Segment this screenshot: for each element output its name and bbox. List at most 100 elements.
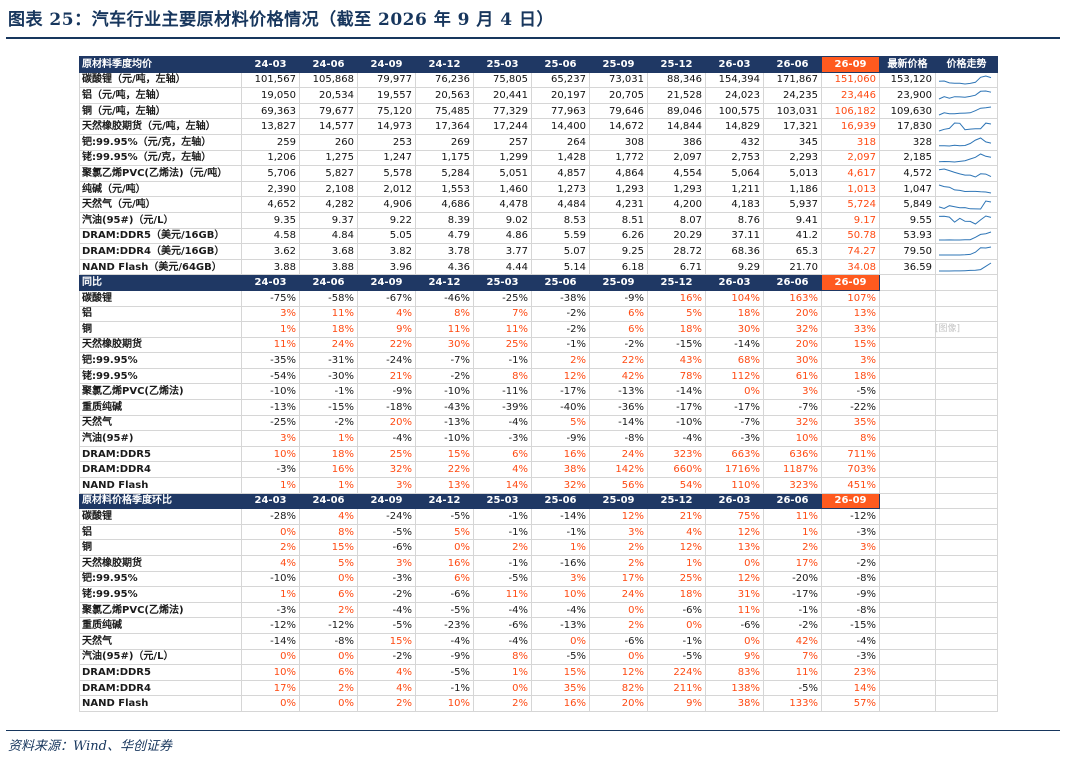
value-cell: -3%	[705, 430, 764, 447]
value-cell: 4.79	[415, 227, 474, 245]
value-cell: -30%	[299, 367, 358, 385]
value-cell: 6%	[415, 570, 474, 588]
empty-cell	[879, 414, 936, 432]
value-cell: 50.78	[821, 227, 880, 245]
value-cell: 0%	[647, 617, 706, 634]
empty-cell	[879, 664, 936, 681]
value-cell: -67%	[357, 289, 416, 307]
section-header-row: 原材料季度均价 24-03 24-06 24-09 24-12 25-03 25-06 25-…	[79, 56, 998, 73]
price-trend-sparkline	[938, 153, 992, 163]
row-label: 铜	[79, 321, 242, 338]
row-label: 汽油(95#)（元/L）	[79, 648, 242, 666]
value-cell: 1,273	[531, 180, 590, 198]
value-cell: -1%	[763, 601, 822, 619]
value-cell: -6%	[647, 601, 706, 619]
value-cell: -10%	[241, 383, 300, 401]
value-cell: 16%	[299, 461, 358, 479]
period-header-cell: 26-09	[821, 492, 880, 510]
value-cell: 14,829	[705, 118, 764, 135]
value-cell: 224%	[647, 664, 706, 681]
value-cell: 13%	[705, 539, 764, 556]
value-cell: 65.3	[763, 243, 822, 260]
price-trend-sparkline	[938, 122, 992, 132]
latest-price-cell: 5,849	[879, 196, 936, 213]
value-cell: 1%	[241, 321, 300, 338]
table-row: 铑:99.95% -54% -30% 21% -2% 8% 12% 42% 78% 112% 61%…	[79, 367, 998, 385]
value-cell: 78%	[647, 367, 706, 385]
row-label: NAND Flash	[79, 477, 242, 494]
value-cell: 8.53	[531, 211, 590, 229]
row-label: 聚氯乙烯PVC(乙烯法)	[79, 383, 242, 401]
value-cell: 345	[763, 133, 822, 151]
period-header-cell: 24-03	[241, 56, 300, 73]
value-cell: 2%	[589, 617, 648, 634]
value-cell: 5,284	[415, 165, 474, 182]
value-cell: 0%	[241, 695, 300, 712]
row-label: 天然气（元/吨）	[79, 196, 242, 213]
value-cell: 12%	[531, 367, 590, 385]
value-cell: 4,906	[357, 196, 416, 213]
value-cell: -4%	[415, 632, 474, 650]
value-cell: 4%	[299, 508, 358, 525]
price-trend-sparkline	[938, 106, 992, 116]
value-cell: 4%	[357, 679, 416, 697]
value-cell: 19,557	[357, 87, 416, 104]
value-cell: -6%	[415, 586, 474, 603]
section-header-row: 原材料价格季度环比 24-03 24-06 24-09 24-12 25-03 25-06 2…	[79, 492, 998, 510]
empty-cell	[935, 679, 998, 697]
value-cell: -1%	[647, 632, 706, 650]
value-cell: 703%	[821, 461, 880, 479]
value-cell: -1%	[473, 523, 532, 541]
value-cell: 83%	[705, 664, 764, 681]
value-cell: -17%	[647, 399, 706, 416]
row-label: 钯:99.95%	[79, 570, 242, 588]
section-header-label: 同比	[79, 274, 242, 291]
value-cell: -13%	[241, 399, 300, 416]
table-row: 聚氯乙烯PVC(乙烯法)（元/吨） 5,706 5,827 5,578 5,284 5,0…	[79, 165, 998, 182]
raw-material-price-table: 原材料季度均价 24-03 24-06 24-09 24-12 25-03 25-06 25-…	[79, 56, 998, 712]
value-cell: -6%	[473, 617, 532, 634]
empty-cell	[879, 523, 936, 541]
value-cell: 8%	[473, 367, 532, 385]
value-cell: 0%	[299, 570, 358, 588]
row-label: 汽油(95#)	[79, 430, 242, 447]
value-cell: 9.37	[299, 211, 358, 229]
value-cell: -2%	[357, 648, 416, 666]
empty-cell	[935, 430, 998, 447]
value-cell: 10%	[531, 586, 590, 603]
value-cell: 100,575	[705, 102, 764, 120]
value-cell: 2%	[763, 539, 822, 556]
price-trend-sparkline	[939, 137, 992, 147]
table-row: 聚氯乙烯PVC(乙烯法) -3% 2% -4% -5% -4% -4% 0% -6% 11% -1%…	[79, 601, 998, 619]
value-cell: -9%	[415, 648, 474, 666]
table-row: DRAM:DDR5（美元/16GB） 4.58 4.84 5.05 4.79 4.86 5.…	[79, 227, 998, 245]
empty-cell	[879, 352, 936, 369]
value-cell: 12%	[647, 539, 706, 556]
value-cell: 5.07	[531, 243, 590, 260]
value-cell: 24,023	[705, 87, 764, 104]
value-cell: 7%	[473, 305, 532, 323]
latest-price-cell: 36.59	[879, 258, 936, 276]
value-cell: 18%	[705, 305, 764, 323]
value-cell: 3.77	[473, 243, 532, 260]
value-cell: 2,012	[357, 180, 416, 198]
table-row: NAND Flash（美元/64GB） 3.88 3.88 3.96 4.36 4.44 5…	[79, 258, 998, 276]
row-label: 铑:99.95%（元/克，左轴）	[79, 149, 242, 167]
table-row: 碳酸锂（元/吨，左轴） 101,567 105,868 79,977 76,236 75,…	[79, 71, 998, 89]
value-cell: 0%	[299, 648, 358, 666]
empty-cell	[879, 461, 936, 479]
value-cell: 5,827	[299, 165, 358, 182]
value-cell: 42%	[763, 632, 822, 650]
price-trend-sparkline	[938, 184, 992, 194]
table-row: 天然橡胶期货（元/吨，左轴） 13,827 14,577 14,973 17,364 17…	[79, 118, 998, 135]
value-cell: 75,485	[415, 102, 474, 120]
value-cell: 25%	[647, 570, 706, 588]
value-cell: 3.68	[299, 243, 358, 260]
value-cell: -13%	[531, 617, 590, 634]
period-header-cell: 25-03	[473, 56, 532, 73]
value-cell: 1716%	[705, 461, 764, 479]
latest-price-cell: 79.50	[879, 243, 936, 260]
row-label: 天然橡胶期货（元/吨，左轴）	[79, 118, 242, 135]
value-cell: 260	[299, 133, 358, 151]
value-cell: 101,567	[241, 71, 300, 89]
